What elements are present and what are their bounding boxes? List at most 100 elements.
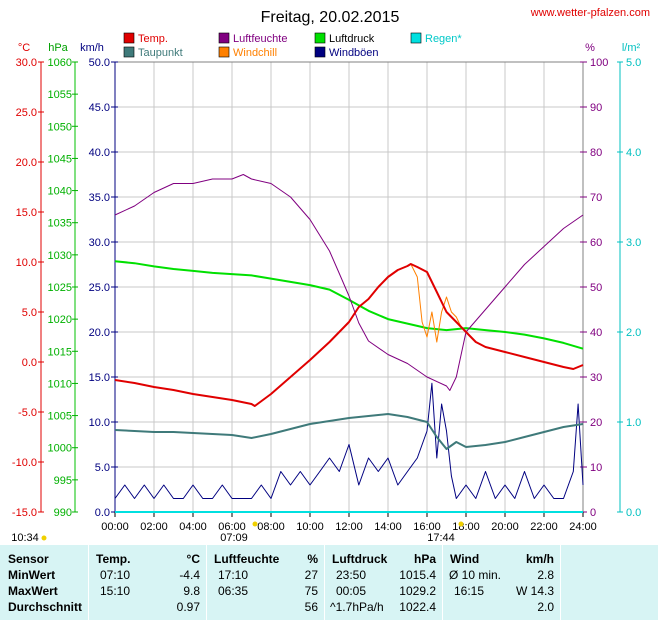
stats-pressure-value: 1022.4 <box>399 600 436 614</box>
legend-swatch <box>218 46 230 58</box>
temp-axis-tick-label: 20.0 <box>16 157 37 169</box>
sunrise-icon <box>252 521 258 527</box>
x-axis-tick-label: 08:00 <box>257 521 285 533</box>
temp-axis-tick-label: -10.0 <box>12 457 37 469</box>
humidity-axis-tick-label: 80 <box>590 147 602 159</box>
stats-humidity-value: 27 <box>304 568 318 582</box>
rain-axis-tick-label: 4.0 <box>626 147 641 159</box>
sunset-label: 17:44 <box>427 532 455 544</box>
sunrise-label: 07:09 <box>220 532 248 544</box>
source-link[interactable]: www.wetter-pfalzen.com <box>530 7 650 19</box>
x-axis-tick-label: 16:00 <box>413 521 441 533</box>
stats-header-humidity: Luftfeuchte <box>214 552 280 566</box>
stats-temp-value: 0.97 <box>176 600 200 614</box>
sun-marks: 07:09 17:44 10:34 <box>11 521 464 544</box>
x-axis-tick-label: 22:00 <box>530 521 558 533</box>
temp-axis-tick-label: 0.0 <box>22 357 37 369</box>
pressure-axis-tick-label: 1050 <box>48 121 72 133</box>
x-axis-tick-label: 00:00 <box>101 521 129 533</box>
legend: Temp. Taupunkt Luftfeuchte Windchill Luftdru… <box>123 32 462 59</box>
pressure-axis-tick-label: 1005 <box>48 411 72 423</box>
rain-axis-tick-label: 5.0 <box>626 57 641 69</box>
stats-header-humidity-unit: % <box>307 552 318 566</box>
legend-swatch <box>218 32 230 44</box>
humidity-axis-tick-label: 100 <box>590 57 608 69</box>
stats-divider <box>324 545 325 620</box>
x-axis-tick-label: 18:00 <box>452 521 480 533</box>
temp-axis-tick-label: 25.0 <box>16 107 37 119</box>
stats-pressure-time: 23:50 <box>336 568 367 582</box>
stats-pressure-time: 00:05 <box>336 584 367 598</box>
pressure-axis-tick-label: 1040 <box>48 186 72 198</box>
wind-axis-tick-label: 15.0 <box>89 372 110 384</box>
pressure-axis-tick-label: 1010 <box>48 378 72 390</box>
humidity-axis-tick-label: 60 <box>590 237 602 249</box>
rain-axis-tick-label: 3.0 <box>626 237 641 249</box>
rain-axis-tick-label: 1.0 <box>626 417 641 429</box>
pressure-axis-tick-label: 1045 <box>48 153 72 165</box>
pressure-axis-tick-label: 1035 <box>48 218 72 230</box>
pressure-axis-tick-label: 1060 <box>48 57 72 69</box>
stats-header-row: Sensor Temp. °C Luftfeuchte % Luftdruck … <box>0 551 658 567</box>
stats-divider <box>442 545 443 620</box>
humidity-axis-tick-label: 40 <box>590 327 602 339</box>
wind-axis-tick-label: 50.0 <box>89 57 110 69</box>
legend-swatch <box>123 32 135 44</box>
stats-header-pressure-unit: hPa <box>413 552 436 566</box>
wind-axis-tick-label: 30.0 <box>89 237 110 249</box>
stats-wind-value: 2.0 <box>537 600 554 614</box>
series-line-luftdruck <box>114 260 584 350</box>
legend-swatch <box>314 32 326 44</box>
x-axis-tick-label: 04:00 <box>179 521 207 533</box>
stats-temp-value: 9.8 <box>183 584 200 598</box>
stats-header-temp-unit: °C <box>186 552 200 566</box>
wind-axis-tick-label: 0.0 <box>95 507 110 519</box>
daylength-sun-icon <box>41 535 47 541</box>
pressure-axis-tick-label: 1015 <box>48 346 72 358</box>
stats-wind-time: 16:15 <box>454 584 485 598</box>
temp-axis-tick-label: 30.0 <box>16 57 37 69</box>
legend-label: Luftdruck <box>329 33 375 45</box>
humidity-axis-tick-label: 10 <box>590 462 602 474</box>
pressure-axis-tick-label: 995 <box>54 475 72 487</box>
stats-header-wind: Wind <box>450 552 480 566</box>
temp-axis-tick-label: -5.0 <box>18 407 37 419</box>
humidity-axis-tick-label: 20 <box>590 417 602 429</box>
temp-axis-tick-label: 10.0 <box>16 257 37 269</box>
x-axis-tick-label: 02:00 <box>140 521 168 533</box>
daylength-label: 10:34 <box>11 532 39 544</box>
legend-label: Windböen <box>329 47 379 59</box>
legend-swatch <box>123 46 135 58</box>
pressure-axis-unit: hPa <box>48 42 68 54</box>
stats-pressure-value: 1015.4 <box>399 568 436 582</box>
pressure-axis-tick-label: 990 <box>54 507 72 519</box>
stats-pressure-trend: ^1.7hPa/h <box>330 600 384 614</box>
wind-axis-tick-label: 20.0 <box>89 327 110 339</box>
stats-label: Durchschnitt <box>8 600 83 614</box>
stats-label: MaxWert <box>8 584 58 598</box>
stats-temp-time: 07:10 <box>100 568 131 582</box>
legend-label: Taupunkt <box>138 47 183 59</box>
x-axis-tick-label: 06:00 <box>218 521 246 533</box>
series-line-windb-en <box>114 382 584 499</box>
wind-axis-tick-label: 10.0 <box>89 417 110 429</box>
stats-humidity-time: 17:10 <box>218 568 249 582</box>
stats-row-average: Durchschnitt 0.97 56 ^1.7hPa/h 1022.4 2.… <box>0 599 658 615</box>
pressure-axis-tick-label: 1030 <box>48 250 72 262</box>
stats-wind-time: Ø 10 min. <box>449 568 502 582</box>
stats-humidity-value: 75 <box>304 584 318 598</box>
stats-row-min: MinWert 07:10 -4.4 17:10 27 23:50 1015.4… <box>0 567 658 583</box>
wind-axis-tick-label: 5.0 <box>95 462 110 474</box>
rain-axis-unit: l/m² <box>622 42 641 54</box>
stats-pressure-value: 1029.2 <box>399 584 436 598</box>
pressure-axis-tick-label: 1025 <box>48 282 72 294</box>
legend-swatch <box>410 32 422 44</box>
humidity-axis-tick-label: 70 <box>590 192 602 204</box>
stats-divider <box>88 545 89 620</box>
weather-chart: Freitag, 20.02.2015 www.wetter-pfalzen.c… <box>11 7 650 544</box>
pressure-axis-tick-label: 1055 <box>48 89 72 101</box>
stats-humidity-value: 56 <box>304 600 318 614</box>
series-line-luftfeuchte <box>114 174 584 391</box>
stats-header-sensor: Sensor <box>8 552 49 566</box>
stats-temp-value: -4.4 <box>179 568 200 582</box>
